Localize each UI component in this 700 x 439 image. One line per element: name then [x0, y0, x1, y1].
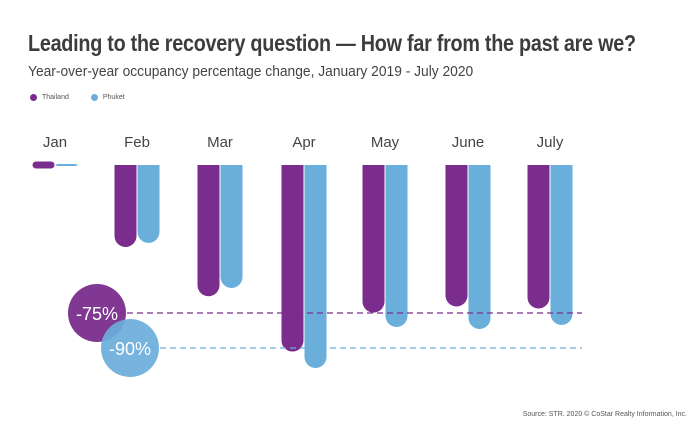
x-tick-label-jan: Jan: [43, 134, 67, 151]
x-tick-label-may: May: [371, 134, 400, 151]
bar-phuket-may: [385, 165, 408, 327]
bar-phuket-feb: [137, 165, 160, 243]
bar-thailand-mar: [197, 165, 220, 297]
reference-label-thailand: -75%: [76, 304, 118, 324]
chart-title: Leading to the recovery question — How f…: [28, 30, 636, 56]
legend-label-phuket: Phuket: [102, 94, 125, 101]
x-tick-label-feb: Feb: [124, 134, 150, 151]
bar-phuket-july: [550, 165, 573, 325]
x-tick-label-july: July: [537, 134, 564, 151]
x-tick-label-apr: Apr: [292, 134, 315, 151]
legend-item-thailand: Thailand: [30, 94, 69, 101]
bar-thailand-apr: [281, 165, 304, 352]
bar-phuket-june: [468, 165, 491, 329]
bar-thailand-may: [362, 165, 385, 313]
bar-thailand-july: [527, 165, 550, 309]
x-tick-label-june: June: [452, 134, 485, 151]
bar-thailand-june: [445, 165, 468, 307]
legend: Thailand Phuket: [30, 94, 147, 101]
legend-swatch-thailand: [30, 94, 37, 101]
legend-swatch-phuket: [90, 94, 98, 101]
bar-phuket-jan: [55, 164, 78, 166]
x-tick-label-mar: Mar: [207, 134, 233, 151]
bar-thailand-feb: [114, 165, 137, 247]
bar-phuket-mar: [220, 165, 243, 288]
reference-label-phuket: -90%: [109, 339, 151, 359]
legend-label-thailand: Thailand: [42, 94, 69, 101]
bar-phuket-apr: [304, 165, 327, 368]
legend-item-phuket: Phuket: [90, 94, 125, 101]
source-note: Source: STR. 2020 © CoStar Realty Inform…: [522, 411, 687, 418]
bar-thailand-jan: [32, 161, 55, 169]
reference-bubble-phuket: [101, 319, 159, 377]
chart-subtitle: Year-over-year occupancy percentage chan…: [28, 63, 474, 80]
